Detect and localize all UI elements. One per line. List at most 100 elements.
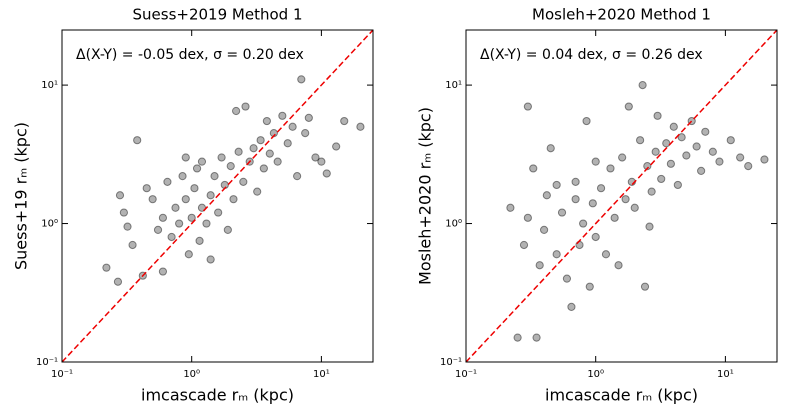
point [557,208,567,217]
point [552,250,561,259]
point [579,219,588,228]
panel: Mosleh+2020 Method 1 imcascade rₘ (kpc) Mo… [416,6,778,405]
point [614,261,623,270]
point [636,136,645,145]
point [760,155,769,164]
point [304,113,313,122]
point [606,164,615,173]
point [708,147,717,156]
point [190,184,199,193]
point [262,116,271,126]
point [178,172,187,181]
point [552,180,561,190]
point [153,225,163,234]
point [288,122,297,131]
point [669,122,678,131]
point [265,149,274,158]
point [214,208,223,217]
point [217,153,226,162]
point [519,240,529,250]
y-tick-label: 10⁰ [445,219,462,230]
point [542,191,551,200]
point [259,164,268,173]
point [562,274,572,283]
point [187,213,196,222]
point [197,157,207,166]
point [701,127,710,136]
point [666,159,675,168]
point [163,177,172,186]
point [123,222,132,231]
x-tick-label: 10⁻¹ [455,369,477,380]
axes-frame [465,29,778,363]
y-axis-label: Suess+19 rₘ (kpc) [12,122,31,270]
x-axis-label: imcascade rₘ (kpc) [545,386,698,405]
point [102,263,111,272]
point [591,232,600,242]
point [638,80,647,90]
y-axis-label: Mosleh+2020 rₘ (kpc) [416,107,435,285]
y-tick-label: 10⁰ [41,219,58,230]
point [293,172,302,181]
point [673,180,682,190]
x-axis-label: imcascade rₘ (kpc) [141,386,294,405]
point [340,116,349,126]
point [697,166,706,176]
point [253,187,262,196]
point [651,147,660,156]
panel-title: Suess+2019 Method 1 [133,6,303,24]
point [133,136,142,145]
point [523,213,532,222]
point [229,195,238,204]
point [630,203,639,212]
x-tick-label: 10¹ [313,369,330,380]
point [223,225,232,234]
annotation: Δ(X-Y) = 0.04 dex, σ = 0.26 dex [480,47,703,63]
point [736,153,745,162]
point [301,129,310,138]
point [167,232,176,242]
point [532,333,541,342]
x-tick-label: 10⁰ [587,369,604,380]
point [119,208,128,217]
point [234,147,243,156]
point [322,169,331,178]
y-tick-label: 10⁻¹ [440,357,462,368]
point [202,219,211,228]
point [647,187,656,196]
point [181,153,190,162]
point [297,75,306,84]
point [582,116,591,126]
point [283,139,292,148]
point [175,219,184,228]
point [192,164,202,173]
point [249,144,258,153]
point [621,195,630,204]
panel: Suess+2019 Method 1 imcascade rₘ (kpc) Sue… [12,6,374,405]
point [601,250,611,259]
point [535,261,544,270]
point [640,282,650,291]
point [588,199,597,208]
point [715,157,724,166]
point [210,172,219,181]
y-tick-label: 10¹ [41,80,58,91]
point [567,302,576,312]
point [529,164,538,173]
point [682,151,691,160]
point [356,122,365,131]
point [113,277,123,286]
point [657,174,666,184]
point [184,250,193,259]
x-tick-label: 10¹ [717,369,734,380]
point [539,225,549,234]
point [513,333,522,342]
x-tick-label: 10⁰ [183,369,200,380]
point [226,161,235,171]
x-tick-label: 10⁻¹ [51,369,73,380]
point [692,142,701,151]
point [591,157,600,166]
point [148,195,157,204]
point [239,177,248,186]
point [546,144,555,153]
